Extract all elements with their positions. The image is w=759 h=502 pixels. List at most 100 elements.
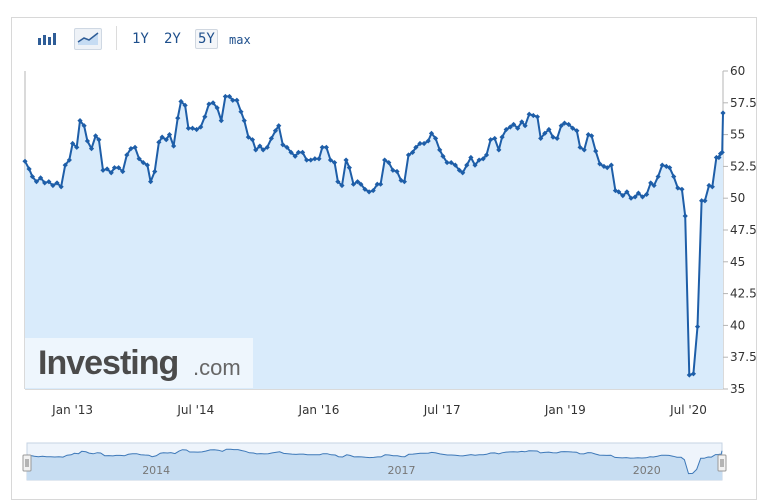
data-point bbox=[96, 137, 102, 143]
range-2y-button[interactable]: 2Y bbox=[164, 31, 181, 47]
range-max-button[interactable]: max bbox=[229, 33, 251, 47]
data-point bbox=[22, 158, 28, 164]
data-point bbox=[390, 167, 396, 173]
range-1y-button[interactable]: 1Y bbox=[132, 31, 149, 47]
data-point bbox=[77, 118, 83, 124]
data-point bbox=[709, 184, 715, 190]
data-point bbox=[616, 189, 622, 195]
data-point bbox=[116, 165, 122, 171]
data-point bbox=[558, 123, 564, 129]
data-point bbox=[699, 198, 705, 204]
data-point bbox=[100, 167, 106, 173]
y-tick-label: 37.5 bbox=[730, 350, 757, 364]
data-point bbox=[163, 137, 169, 143]
data-point bbox=[111, 165, 118, 171]
line-chart-button[interactable] bbox=[74, 28, 102, 50]
data-point bbox=[148, 179, 154, 185]
data-point bbox=[483, 152, 490, 158]
data-point bbox=[194, 126, 200, 133]
data-point bbox=[323, 144, 329, 150]
data-point bbox=[46, 179, 52, 185]
data-point bbox=[719, 149, 725, 156]
data-point bbox=[136, 156, 142, 162]
data-point bbox=[156, 139, 162, 145]
navigator-tick-label: 2014 bbox=[142, 464, 170, 477]
data-point bbox=[417, 140, 423, 147]
data-point bbox=[667, 165, 673, 171]
data-point bbox=[108, 170, 114, 176]
data-point bbox=[350, 181, 357, 187]
data-point bbox=[526, 111, 532, 117]
data-point bbox=[679, 186, 685, 192]
data-point bbox=[26, 166, 32, 172]
data-point bbox=[218, 118, 224, 124]
data-point bbox=[675, 185, 681, 191]
data-point bbox=[292, 153, 298, 159]
data-point bbox=[444, 159, 450, 166]
data-point bbox=[84, 138, 91, 144]
y-tick-label: 60 bbox=[730, 64, 745, 78]
data-point bbox=[382, 157, 388, 163]
y-tick-label: 47.5 bbox=[730, 223, 757, 237]
data-point bbox=[189, 125, 196, 131]
data-point bbox=[295, 149, 302, 156]
data-point bbox=[276, 123, 282, 129]
navigator-left-handle[interactable] bbox=[22, 454, 32, 472]
navigator-area bbox=[27, 449, 722, 480]
x-tick-label: Jan '13 bbox=[51, 403, 93, 417]
data-point bbox=[519, 119, 525, 125]
data-point bbox=[268, 135, 274, 142]
data-point bbox=[222, 93, 228, 100]
data-point bbox=[550, 134, 556, 140]
data-point bbox=[448, 159, 454, 166]
data-point bbox=[234, 97, 240, 103]
data-point bbox=[456, 167, 463, 173]
data-point bbox=[620, 193, 626, 199]
data-point bbox=[144, 162, 150, 168]
data-point bbox=[257, 143, 263, 149]
data-point bbox=[413, 144, 419, 150]
data-point bbox=[534, 114, 541, 120]
data-point bbox=[554, 135, 560, 142]
navigator[interactable]: 2014 2017 2020 bbox=[22, 442, 727, 481]
data-point bbox=[593, 148, 599, 154]
data-point bbox=[651, 182, 657, 189]
x-tick-label: Jul '20 bbox=[669, 403, 707, 417]
data-point bbox=[682, 213, 688, 219]
navigator-tick-label: 2017 bbox=[387, 464, 415, 477]
data-point bbox=[132, 144, 138, 150]
data-point bbox=[648, 180, 654, 186]
data-point bbox=[472, 162, 478, 168]
data-point bbox=[515, 125, 521, 131]
data-point bbox=[38, 175, 44, 181]
bar-chart-button[interactable] bbox=[34, 28, 60, 50]
data-point bbox=[530, 112, 536, 119]
data-point bbox=[74, 144, 80, 150]
data-point bbox=[343, 157, 349, 163]
data-point bbox=[198, 124, 204, 130]
y-tick-label: 35 bbox=[730, 382, 745, 396]
data-point bbox=[511, 121, 517, 128]
data-point bbox=[358, 181, 364, 187]
data-point bbox=[362, 186, 368, 192]
data-point bbox=[58, 184, 64, 190]
data-point bbox=[401, 179, 407, 185]
navigator-tick-label: 2020 bbox=[633, 464, 661, 477]
data-point bbox=[354, 179, 361, 185]
data-point bbox=[608, 162, 614, 168]
data-point bbox=[460, 170, 466, 176]
data-point bbox=[437, 147, 443, 153]
range-5y-button[interactable]: 5Y bbox=[195, 29, 218, 49]
data-point bbox=[425, 138, 431, 144]
data-point bbox=[152, 168, 158, 175]
navigator-right-handle[interactable] bbox=[717, 454, 727, 472]
data-point bbox=[644, 191, 650, 197]
data-point bbox=[120, 168, 126, 175]
data-point bbox=[253, 147, 259, 153]
data-point bbox=[492, 135, 498, 142]
data-point bbox=[628, 195, 634, 201]
y-tick-label: 40 bbox=[730, 318, 745, 332]
data-point bbox=[542, 130, 548, 136]
data-point bbox=[159, 134, 165, 140]
